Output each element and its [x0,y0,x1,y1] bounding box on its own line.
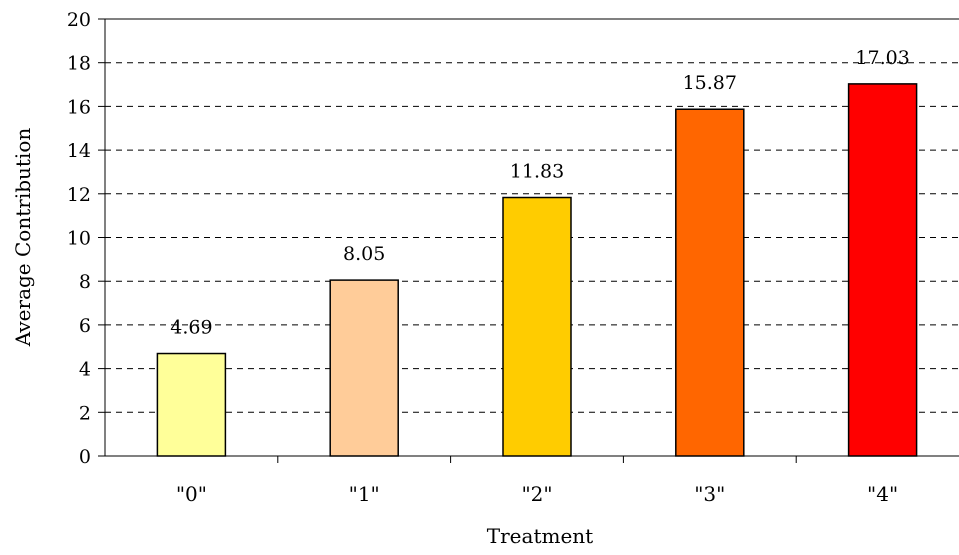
y-tick-label: 16 [67,96,91,118]
y-tick-label: 2 [79,402,91,424]
data-label: 8.05 [343,243,385,265]
y-tick-label: 10 [67,228,91,250]
y-tick-label: 8 [79,271,91,293]
x-tick-label: "1" [349,482,380,506]
x-tick-label: "4" [867,482,898,506]
x-ticks: "0" "1" "2" "3" "4" [176,456,898,506]
data-label: 17.03 [855,47,909,69]
data-label: 11.83 [510,161,564,183]
bars [156,83,918,457]
x-tick-label: "0" [176,482,207,506]
bar [329,279,399,457]
bar [847,83,918,457]
bar [502,196,572,457]
x-tick-label: "2" [521,482,552,506]
y-tick-label: 0 [79,446,91,468]
x-tick-label: "3" [694,482,725,506]
data-labels: 4.69 8.05 11.83 15.87 17.03 [170,47,910,339]
data-label: 4.69 [170,317,212,339]
y-tick-label: 4 [79,359,91,381]
y-tick-label: 14 [67,140,91,162]
bar [675,108,745,457]
y-ticks: 0 2 4 6 8 10 12 14 16 18 20 [67,9,105,468]
bar [156,352,227,457]
y-tick-label: 18 [67,53,91,75]
x-axis-title: Treatment [487,524,593,548]
y-tick-label: 20 [67,9,91,31]
y-tick-label: 6 [79,315,91,337]
y-tick-label: 12 [67,184,91,206]
data-label: 15.87 [683,72,737,94]
y-axis-title: Average Contribution [11,128,35,348]
